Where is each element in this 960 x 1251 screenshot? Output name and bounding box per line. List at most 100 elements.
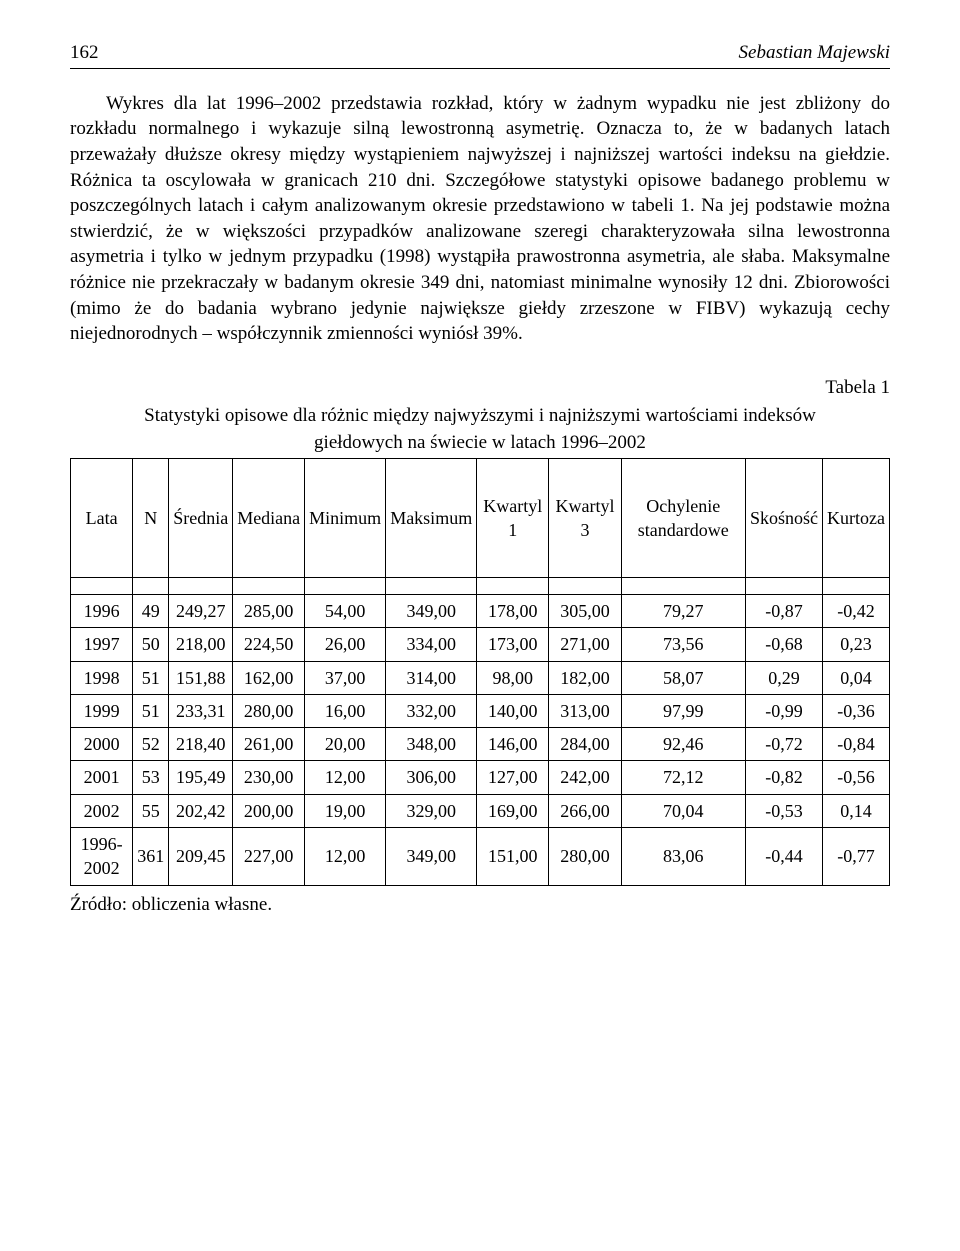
table-cell: 0,29	[745, 661, 822, 694]
body-paragraph: Wykres dla lat 1996–2002 przedstawia roz…	[70, 91, 890, 347]
table-cell: -0,42	[823, 594, 890, 627]
table-cell: 2002	[71, 794, 133, 827]
table-cell: 224,50	[233, 628, 305, 661]
table-row: 200255202,42200,0019,00329,00169,00266,0…	[71, 794, 890, 827]
table-cell: 26,00	[305, 628, 386, 661]
table-cell: 12,00	[305, 828, 386, 886]
table-cell: 52	[133, 728, 169, 761]
table-cell: 162,00	[233, 661, 305, 694]
table-cell: 242,00	[549, 761, 621, 794]
table-cell: -0,56	[823, 761, 890, 794]
col-mediana: Mediana	[233, 458, 305, 577]
table-cell: 314,00	[386, 661, 477, 694]
table-cell: -0,84	[823, 728, 890, 761]
table-cell: 127,00	[477, 761, 549, 794]
table-cell: 151,00	[477, 828, 549, 886]
table-cell: 1996-2002	[71, 828, 133, 886]
table-cell: 284,00	[549, 728, 621, 761]
table-cell: 72,12	[621, 761, 745, 794]
table-cell: 70,04	[621, 794, 745, 827]
table-cell: 50	[133, 628, 169, 661]
table-cell: 54,00	[305, 594, 386, 627]
table-cell: 266,00	[549, 794, 621, 827]
stats-table: Lata N Średnia Mediana Minimum Maksimum …	[70, 458, 890, 886]
table-cell: 19,00	[305, 794, 386, 827]
table-cell: 313,00	[549, 694, 621, 727]
table-title-line1: Statystyki opisowe dla różnic między naj…	[70, 403, 890, 429]
table-cell: 332,00	[386, 694, 477, 727]
table-row: 200052218,40261,0020,00348,00146,00284,0…	[71, 728, 890, 761]
table-title-line2: giełdowych na świecie w latach 1996–2002	[70, 430, 890, 456]
table-cell: 12,00	[305, 761, 386, 794]
table-cell: 218,40	[169, 728, 233, 761]
table-cell: -0,72	[745, 728, 822, 761]
table-row: 199951233,31280,0016,00332,00140,00313,0…	[71, 694, 890, 727]
table-row: 1996-2002361209,45227,0012,00349,00151,0…	[71, 828, 890, 886]
table-cell: 0,04	[823, 661, 890, 694]
table-cell: 202,42	[169, 794, 233, 827]
table-cell: -0,99	[745, 694, 822, 727]
table-cell: 209,45	[169, 828, 233, 886]
table-cell: 200,00	[233, 794, 305, 827]
table-cell: 1997	[71, 628, 133, 661]
table-cell: 98,00	[477, 661, 549, 694]
table-label: Tabela 1	[70, 375, 890, 401]
table-row: 199750218,00224,5026,00334,00173,00271,0…	[71, 628, 890, 661]
table-cell: 182,00	[549, 661, 621, 694]
table-cell: 16,00	[305, 694, 386, 727]
table-cell: 140,00	[477, 694, 549, 727]
table-header-row: Lata N Średnia Mediana Minimum Maksimum …	[71, 458, 890, 577]
table-cell: 73,56	[621, 628, 745, 661]
table-cell: 37,00	[305, 661, 386, 694]
table-cell: 146,00	[477, 728, 549, 761]
table-row: 199649249,27285,0054,00349,00178,00305,0…	[71, 594, 890, 627]
table-cell: 151,88	[169, 661, 233, 694]
table-cell: -0,87	[745, 594, 822, 627]
table-cell: 218,00	[169, 628, 233, 661]
table-cell: 58,07	[621, 661, 745, 694]
table-cell: 2001	[71, 761, 133, 794]
table-cell: 1998	[71, 661, 133, 694]
table-cell: 249,27	[169, 594, 233, 627]
table-spacer-row	[71, 577, 890, 594]
table-cell: -0,82	[745, 761, 822, 794]
table-cell: 1999	[71, 694, 133, 727]
col-n: N	[133, 458, 169, 577]
table-cell: -0,77	[823, 828, 890, 886]
table-cell: 361	[133, 828, 169, 886]
table-cell: 0,14	[823, 794, 890, 827]
table-cell: -0,44	[745, 828, 822, 886]
col-skosnosc: Skośność	[745, 458, 822, 577]
table-cell: 305,00	[549, 594, 621, 627]
table-cell: 55	[133, 794, 169, 827]
table-cell: 49	[133, 594, 169, 627]
table-row: 199851151,88162,0037,00314,0098,00182,00…	[71, 661, 890, 694]
table-cell: 233,31	[169, 694, 233, 727]
col-minimum: Minimum	[305, 458, 386, 577]
col-lata: Lata	[71, 458, 133, 577]
table-cell: 79,27	[621, 594, 745, 627]
table-cell: 2000	[71, 728, 133, 761]
table-cell: 0,23	[823, 628, 890, 661]
table-cell: 178,00	[477, 594, 549, 627]
table-cell: 348,00	[386, 728, 477, 761]
table-cell: 1996	[71, 594, 133, 627]
table-cell: 334,00	[386, 628, 477, 661]
table-cell: 280,00	[549, 828, 621, 886]
paragraph-text: Wykres dla lat 1996–2002 przedstawia roz…	[70, 93, 890, 345]
table-cell: 20,00	[305, 728, 386, 761]
table-row: 200153195,49230,0012,00306,00127,00242,0…	[71, 761, 890, 794]
table-cell: 53	[133, 761, 169, 794]
author-name: Sebastian Majewski	[739, 40, 890, 66]
table-cell: -0,53	[745, 794, 822, 827]
col-kurtoza: Kurtoza	[823, 458, 890, 577]
table-cell: 83,06	[621, 828, 745, 886]
col-kwartyl3: Kwartyl 3	[549, 458, 621, 577]
table-cell: 92,46	[621, 728, 745, 761]
table-cell: -0,68	[745, 628, 822, 661]
table-cell: 306,00	[386, 761, 477, 794]
table-cell: 51	[133, 661, 169, 694]
table-cell: 97,99	[621, 694, 745, 727]
running-header: 162 Sebastian Majewski	[70, 40, 890, 69]
page-number: 162	[70, 40, 99, 66]
